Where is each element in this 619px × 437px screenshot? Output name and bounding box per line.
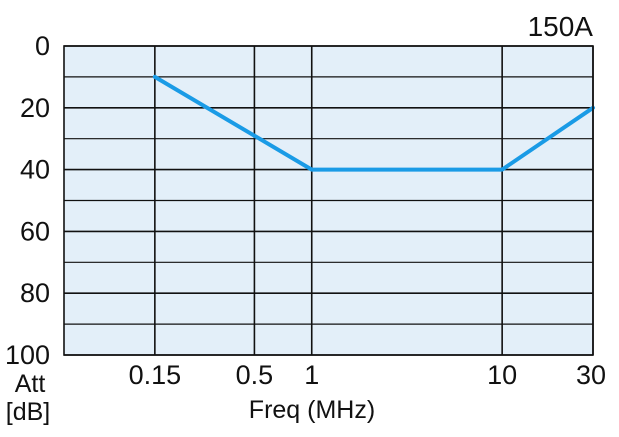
y-tick-label: 80	[20, 278, 50, 308]
y-tick-labels: 0 20 40 60 80 100	[5, 31, 50, 370]
y-tick-label: 20	[20, 93, 50, 123]
y-axis-label: Att	[15, 370, 46, 398]
series-group	[152, 74, 595, 172]
x-tick-label: 0.15	[129, 360, 182, 390]
x-tick-label: 0.5	[236, 360, 274, 390]
x-axis-label: Freq (MHz)	[249, 396, 375, 424]
series-line	[152, 74, 595, 172]
plot-frame	[63, 45, 594, 356]
minor-grid	[64, 76, 593, 325]
y-tick-label: 0	[35, 31, 50, 61]
y-tick-label: 100	[5, 340, 50, 370]
y-tick-label: 60	[20, 216, 50, 246]
x-tick-label: 30	[576, 360, 606, 390]
x-tick-label: 1	[304, 360, 319, 390]
y-axis-unit: [dB]	[6, 398, 50, 426]
x-tick-label: 10	[487, 360, 517, 390]
chart-title: 150A	[528, 11, 594, 42]
x-tick-labels: 0.15 0.5 1 10 30	[129, 360, 606, 390]
y-tick-label: 40	[20, 155, 50, 185]
